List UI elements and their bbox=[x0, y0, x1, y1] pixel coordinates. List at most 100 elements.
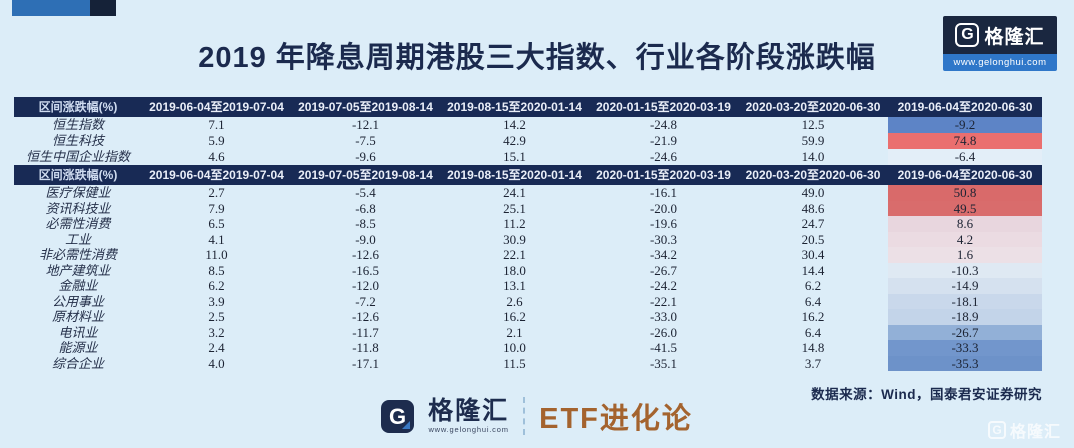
table-row: 原材料业 2.5 -12.6 16.2 -33.0 16.2 -18.9 bbox=[14, 309, 1042, 325]
table-row: 地产建筑业 8.5 -16.5 18.0 -26.7 14.4 -10.3 bbox=[14, 262, 1042, 278]
table-column-header: 2019-06-04至2020-06-30 bbox=[897, 168, 1033, 182]
value-cell: -21.9 bbox=[649, 133, 678, 148]
table-column-header: 2019-06-04至2019-07-04 bbox=[149, 100, 284, 114]
value-cell: -24.8 bbox=[649, 117, 678, 132]
value-cell: 16.2 bbox=[801, 309, 825, 324]
watermark-text: 格隆汇 bbox=[1009, 424, 1061, 441]
value-cell: -19.6 bbox=[649, 216, 678, 231]
heatmap-cell: -18.9 bbox=[888, 309, 1042, 325]
table-row: 非必需性消费 11.0 -12.6 22.1 -34.2 30.4 1.6 bbox=[14, 247, 1042, 263]
row-label: 地产建筑业 bbox=[45, 262, 111, 278]
value-cell: 13.1 bbox=[503, 278, 526, 293]
heatmap-cell: -35.3 bbox=[888, 355, 1042, 371]
value-cell: 2.5 bbox=[208, 309, 225, 324]
value-cell: 11.2 bbox=[503, 216, 526, 231]
value-cell: 4.0 bbox=[208, 355, 225, 371]
table-column-header: 2020-03-20至2020-06-30 bbox=[745, 100, 881, 114]
value-cell: 11.5 bbox=[503, 355, 526, 371]
footer-brand-text: 格隆汇 bbox=[428, 396, 510, 425]
row-label: 综合企业 bbox=[51, 355, 104, 371]
value-cell: 2.4 bbox=[208, 340, 225, 355]
row-label: 电讯业 bbox=[58, 324, 98, 340]
heatmap-cell: 50.8 bbox=[888, 185, 1042, 201]
heatmap-cell: -14.9 bbox=[888, 278, 1042, 294]
value-cell: -16.1 bbox=[649, 185, 678, 200]
gelonghui-logo-top: G 格隆汇 www.gelonghui.com bbox=[943, 16, 1057, 71]
value-cell: -11.8 bbox=[352, 340, 379, 355]
value-cell: -24.6 bbox=[649, 149, 678, 164]
row-label: 公用事业 bbox=[51, 293, 104, 309]
decorative-bars bbox=[12, 0, 116, 16]
value-cell: -33.0 bbox=[649, 309, 678, 324]
gelonghui-logo-box: G 格隆汇 bbox=[943, 16, 1057, 54]
footer-channel-name: ETF进化论 bbox=[539, 403, 693, 435]
performance-table: 区间涨跌幅(%) 2019-06-04至2019-07-04 2019-07-05至… bbox=[14, 97, 1042, 371]
value-cell: 15.1 bbox=[503, 149, 526, 164]
data-source-note: 数据来源：Wind，国泰君安证券研究 bbox=[811, 387, 1042, 402]
table-row: 恒生中国企业指数 4.6 -9.6 15.1 -24.6 14.0 -6.4 bbox=[14, 149, 1042, 165]
decorative-bar-blue bbox=[12, 0, 90, 16]
table-column-header: 2019-07-05至2019-08-14 bbox=[298, 168, 433, 182]
table-row: 恒生指数 7.1 -12.1 14.2 -24.8 12.5 -9.2 bbox=[14, 117, 1042, 133]
value-cell: 20.5 bbox=[801, 231, 825, 247]
value-cell: -9.6 bbox=[355, 149, 376, 164]
row-label: 恒生科技 bbox=[51, 133, 104, 148]
value-cell: 11.0 bbox=[205, 247, 228, 262]
value-cell: 22.1 bbox=[503, 247, 526, 262]
value-cell: 25.1 bbox=[503, 200, 526, 216]
row-label: 能源业 bbox=[58, 340, 98, 355]
table-row: 公用事业 3.9 -7.2 2.6 -22.1 6.4 -18.1 bbox=[14, 293, 1042, 309]
value-cell: 7.1 bbox=[208, 117, 225, 132]
footer-brand-name: 格隆汇 www.gelonghui.com bbox=[428, 396, 510, 434]
value-cell: -12.1 bbox=[351, 117, 380, 132]
value-cell: -8.5 bbox=[355, 216, 376, 231]
value-cell: 14.8 bbox=[801, 340, 825, 355]
gelonghui-logo-text: 格隆汇 bbox=[984, 26, 1045, 48]
gelonghui-g-icon: G bbox=[955, 23, 980, 47]
row-label: 非必需性消费 bbox=[38, 247, 117, 262]
gelonghui-g-icon-footer: G bbox=[381, 399, 415, 433]
value-cell: 2.1 bbox=[506, 324, 523, 340]
value-cell: 18.0 bbox=[503, 262, 526, 278]
table-corner-label: 区间涨跌幅(%) bbox=[38, 168, 118, 182]
value-cell: -26.0 bbox=[649, 324, 678, 340]
value-cell: 2.6 bbox=[506, 293, 523, 309]
value-cell: -9.0 bbox=[355, 231, 376, 247]
table-row: 金融业 6.2 -12.0 13.1 -24.2 6.2 -14.9 bbox=[14, 278, 1042, 294]
table-column-header: 2019-08-15至2020-01-14 bbox=[447, 168, 582, 182]
heatmap-cell: -6.4 bbox=[888, 149, 1042, 165]
row-label: 必需性消费 bbox=[45, 216, 111, 231]
value-cell: 30.4 bbox=[801, 247, 825, 262]
table-row: 工业 4.1 -9.0 30.9 -30.3 20.5 4.2 bbox=[14, 231, 1042, 247]
value-cell: 4.6 bbox=[208, 149, 225, 164]
table-row: 综合企业 4.0 -17.1 11.5 -35.1 3.7 -35.3 bbox=[14, 355, 1042, 371]
value-cell: 49.0 bbox=[801, 185, 825, 200]
heatmap-cell: 1.6 bbox=[888, 247, 1042, 263]
table-row: 医疗保健业 2.7 -5.4 24.1 -16.1 49.0 50.8 bbox=[14, 185, 1042, 201]
row-label: 恒生指数 bbox=[51, 117, 104, 132]
table-column-header: 2020-01-15至2020-03-19 bbox=[596, 168, 731, 182]
value-cell: -16.5 bbox=[351, 262, 380, 278]
heatmap-cell: -18.1 bbox=[888, 293, 1042, 309]
value-cell: 3.7 bbox=[804, 355, 822, 371]
value-cell: 3.9 bbox=[208, 293, 225, 309]
value-cell: -30.3 bbox=[649, 231, 678, 247]
value-cell: 24.1 bbox=[503, 185, 526, 200]
heatmap-cell: -26.7 bbox=[888, 324, 1042, 340]
footer-brand-website: www.gelonghui.com bbox=[428, 424, 509, 434]
table-column-header: 2020-01-15至2020-03-19 bbox=[596, 100, 731, 114]
value-cell: 14.0 bbox=[801, 149, 825, 164]
value-cell: -7.2 bbox=[355, 293, 376, 309]
row-label: 金融业 bbox=[58, 278, 98, 293]
gelonghui-watermark: G 格隆汇 bbox=[987, 418, 1061, 442]
value-cell: 6.4 bbox=[804, 324, 822, 340]
value-cell: -5.4 bbox=[355, 185, 376, 200]
value-cell: -41.5 bbox=[649, 340, 678, 355]
value-cell: -12.6 bbox=[351, 309, 380, 324]
table-header-row: 区间涨跌幅(%) 2019-06-04至2019-07-04 2019-07-05至… bbox=[14, 165, 1042, 185]
table-row: 必需性消费 6.5 -8.5 11.2 -19.6 24.7 8.6 bbox=[14, 216, 1042, 232]
table-column-header: 2020-03-20至2020-06-30 bbox=[745, 168, 881, 182]
value-cell: 14.4 bbox=[801, 262, 825, 278]
value-cell: 12.5 bbox=[801, 117, 825, 132]
value-cell: -26.7 bbox=[649, 262, 678, 278]
